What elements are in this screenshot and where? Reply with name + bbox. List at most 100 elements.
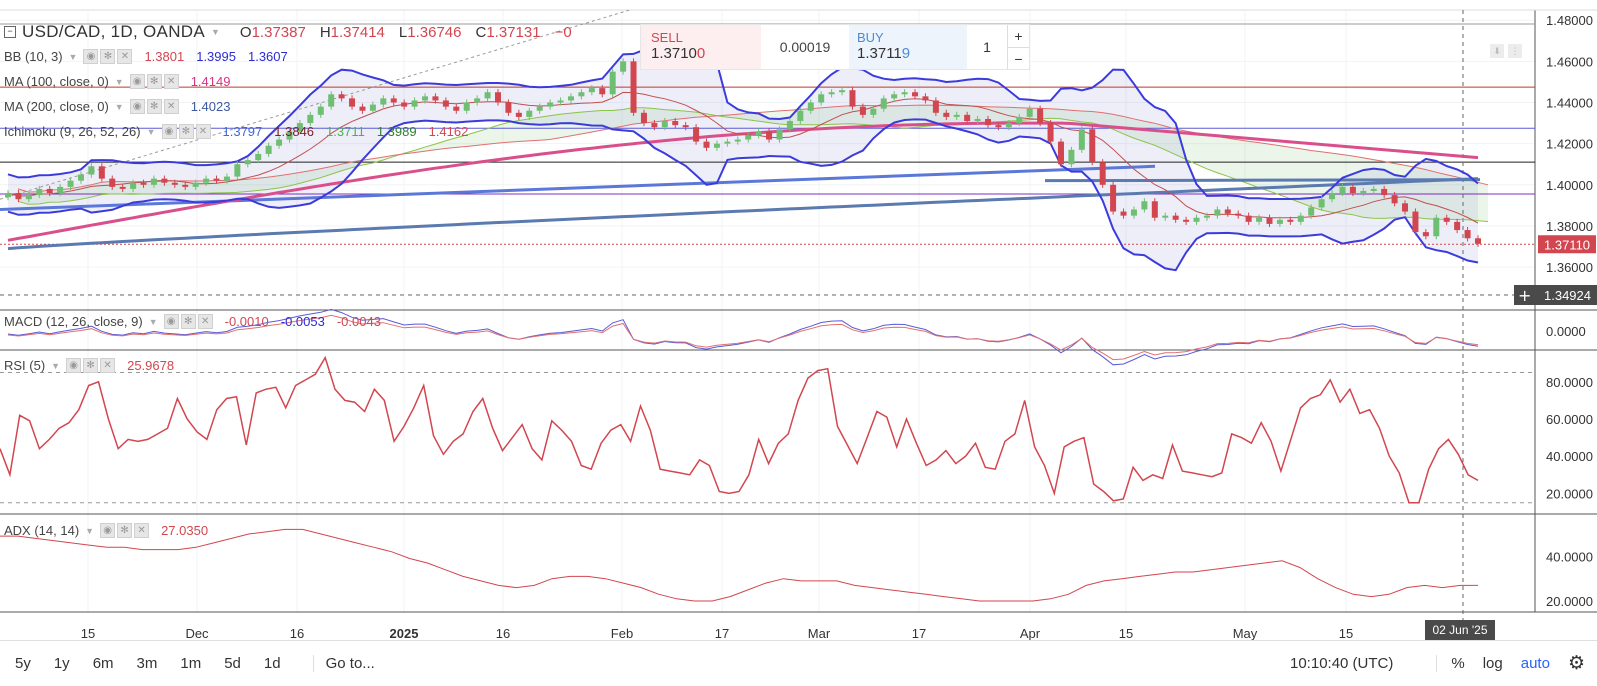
close-icon[interactable]: ✕ [195, 124, 211, 139]
range-6m-button[interactable]: 6m [92, 655, 114, 672]
auto-toggle[interactable]: auto [1520, 655, 1550, 672]
candle-body [338, 94, 345, 99]
bollinger-basis [7, 91, 1479, 224]
candle-body [1037, 108, 1044, 124]
caret-down-icon[interactable]: ▼ [85, 525, 95, 536]
candle-body [1016, 116, 1023, 124]
close-icon[interactable]: ✕ [163, 99, 179, 114]
collapse-icon[interactable]: − [4, 26, 16, 38]
candle-body [640, 112, 647, 124]
candle-body [203, 178, 210, 183]
candle-body [422, 96, 429, 101]
decrease-quantity-button[interactable]: − [1008, 47, 1029, 70]
eye-icon[interactable]: ◉ [66, 358, 82, 373]
eye-icon[interactable]: ◉ [129, 74, 145, 89]
indicator-value: 1.4162 [428, 124, 469, 139]
chart-canvas[interactable]: 15 Dec 16 2025 16 Feb 17 Mar 17 Apr 15 May 15 1.48000… [0, 0, 1597, 640]
eye-icon[interactable]: ◉ [161, 124, 177, 139]
range-3m-button[interactable]: 3m [136, 655, 158, 672]
caret-down-icon[interactable]: ▼ [148, 316, 158, 327]
gear-icon[interactable]: ✻ [178, 124, 194, 139]
close-icon[interactable]: ✕ [117, 49, 133, 64]
buy-button[interactable]: BUY 1.37119 [849, 25, 967, 69]
candle-body [1443, 217, 1450, 222]
pane-menu-icon[interactable]: ⋮ [1508, 44, 1522, 58]
ohlc-label: O [239, 23, 252, 41]
caret-down-icon[interactable]: ▼ [68, 51, 78, 62]
indicator-legend[interactable]: Ichimoku (9, 26, 52, 26) ▼ ◉ ✻ ✕ 1.3797 1.3846… [4, 124, 468, 139]
ohlc-item: O1.37387 [239, 23, 306, 41]
x-tick-label: 17 [715, 626, 729, 640]
indicator-value: 25.9678 [127, 358, 175, 373]
range-1m-button[interactable]: 1m [180, 655, 202, 672]
ma-200-line [7, 177, 1479, 251]
candle-body [724, 141, 731, 144]
candle-body [1308, 207, 1315, 216]
goto-button[interactable]: Go to... [312, 655, 375, 672]
range-5d-button[interactable]: 5d [224, 655, 241, 672]
candle-body [380, 98, 387, 105]
candle-body [328, 94, 335, 107]
candle-body [150, 178, 157, 185]
gear-icon[interactable]: ⚙ [1567, 653, 1585, 674]
adx-line [0, 528, 1478, 602]
crosshair-date-label: 02 Jun '25 [1425, 620, 1495, 640]
range-1y-button[interactable]: 1y [53, 655, 70, 672]
gear-icon[interactable]: ✻ [100, 49, 116, 64]
close-icon[interactable]: ✕ [197, 314, 213, 329]
range-1d-button[interactable]: 1d [263, 655, 281, 672]
log-toggle[interactable]: log [1482, 655, 1503, 672]
x-tick-label: May [1233, 626, 1258, 640]
caret-down-icon[interactable]: ▼ [146, 126, 156, 137]
indicator-value: 1.3711 [326, 124, 365, 139]
macd-legend[interactable]: MACD (12, 26, close, 9) ▼ ◉ ✻ ✕ -0.0010 -0.005… [4, 314, 381, 329]
candle-body [1422, 232, 1429, 237]
adx-legend[interactable]: ADX (14, 14) ▼ ◉ ✻ ✕ 27.0350 [4, 523, 208, 538]
gear-icon[interactable]: ✻ [117, 523, 133, 538]
indicator-legend[interactable]: MA (100, close, 0) ▼ ◉ ✻ ✕ 1.4149 [4, 74, 230, 89]
sell-button[interactable]: SELL 1.37100 [641, 25, 761, 69]
candle-body [536, 106, 543, 111]
crosshair-price-badge [1514, 285, 1597, 305]
close-icon[interactable]: ✕ [100, 358, 116, 373]
candle-body [588, 88, 595, 93]
candle-body [547, 102, 554, 107]
close-icon[interactable]: ✕ [163, 74, 179, 89]
eye-icon[interactable]: ◉ [83, 49, 99, 64]
gear-icon[interactable]: ✻ [146, 99, 162, 114]
caret-down-icon[interactable]: ▼ [114, 76, 124, 87]
caret-down-icon[interactable]: ▼ [114, 101, 124, 112]
gear-icon[interactable]: ✻ [146, 74, 162, 89]
caret-down-icon[interactable]: ▼ [211, 27, 220, 37]
increase-quantity-button[interactable]: + [1014, 28, 1023, 44]
indicator-legend[interactable]: BB (10, 3) ▼ ◉ ✻ ✕ 1.3801 1.3995 1.3607 [4, 49, 288, 64]
price-axis: 15 Dec 16 2025 16 Feb 17 Mar 17 Apr 15 May 15 1.48000… [81, 13, 1597, 640]
percent-toggle[interactable]: % [1436, 655, 1465, 672]
last-price-label: 1.37110 [1544, 237, 1590, 252]
gear-icon[interactable]: ✻ [83, 358, 99, 373]
candle-body [578, 92, 585, 97]
indicator-name: ADX (14, 14) [4, 523, 80, 538]
close-icon[interactable]: ✕ [134, 523, 150, 538]
eye-icon[interactable]: ◉ [129, 99, 145, 114]
macd-tick-label: 0.0000 [1546, 324, 1586, 339]
rsi-legend[interactable]: RSI (5) ▼ ◉ ✻ ✕ 25.9678 [4, 358, 174, 373]
scroll-down-icon[interactable]: ⬇ [1490, 44, 1504, 58]
candle-body [15, 193, 22, 200]
indicator-legend[interactable]: MA (200, close, 0) ▼ ◉ ✻ ✕ 1.4023 [4, 99, 230, 114]
eye-icon[interactable]: ◉ [100, 523, 116, 538]
candle-body [1464, 230, 1471, 239]
range-5y-button[interactable]: 5y [15, 655, 31, 672]
candle-body [526, 110, 533, 117]
candle-body [1349, 186, 1356, 194]
candle-body [745, 135, 752, 140]
quantity-input[interactable]: 1 [983, 39, 991, 55]
caret-down-icon[interactable]: ▼ [51, 360, 61, 371]
candle-body [255, 153, 262, 161]
gear-icon[interactable]: ✻ [180, 314, 196, 329]
eye-icon[interactable]: ◉ [163, 314, 179, 329]
candle-body [1391, 195, 1398, 204]
candle-body [296, 123, 303, 132]
candle-body [1057, 141, 1064, 165]
spread-value: 0.00019 [779, 39, 831, 55]
